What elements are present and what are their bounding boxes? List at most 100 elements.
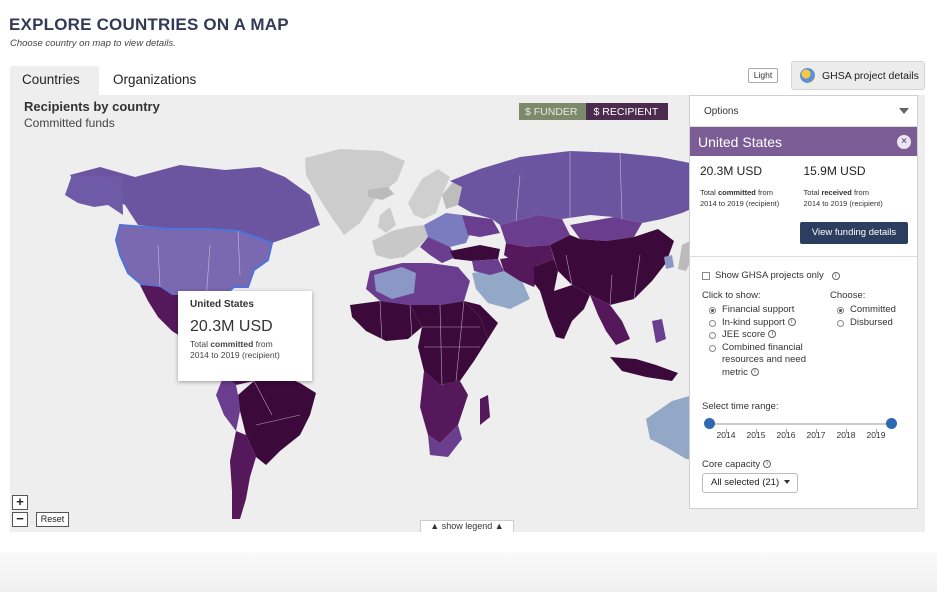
country-balkans[interactable] [420, 237, 456, 263]
country-west-africa[interactable] [350, 301, 422, 341]
funder-toggle-button[interactable]: $ FUNDER [519, 103, 586, 120]
choose-title: Choose: [830, 290, 866, 301]
country-russia[interactable] [450, 151, 700, 225]
options-header[interactable]: Options [690, 96, 917, 127]
info-icon[interactable]: i [787, 317, 796, 326]
tab-organizations[interactable]: Organizations [113, 72, 197, 87]
country-iraq-syria[interactable] [472, 259, 504, 275]
country-indonesia[interactable] [610, 357, 678, 381]
country-madagascar[interactable] [480, 395, 490, 425]
tooltip-desc-bold: committed [210, 339, 254, 349]
info-icon[interactable]: i [763, 460, 772, 469]
time-range-tick [786, 429, 787, 433]
country-india[interactable] [540, 285, 590, 339]
ghsa-only-checkbox[interactable] [702, 271, 710, 280]
ghsa-project-details-button[interactable]: GHSA project details [791, 61, 925, 90]
country-finland[interactable] [442, 181, 462, 209]
radio-financial-support[interactable]: Financial support [702, 304, 822, 317]
tooltip-value: 20.3M USD [190, 318, 273, 335]
core-capacity-label: Core capacity [702, 459, 761, 470]
country-saudi-arabia[interactable] [472, 269, 530, 309]
country-usa-alaska[interactable] [65, 175, 123, 215]
time-range-end-handle[interactable] [886, 418, 897, 429]
view-funding-details-button[interactable]: View funding details [800, 222, 908, 244]
radio-selected-icon[interactable] [709, 307, 716, 314]
country-algeria[interactable] [374, 267, 416, 299]
country-korea[interactable] [664, 255, 674, 269]
country-southeast-asia[interactable] [590, 295, 630, 345]
radio-disbursed[interactable]: Disbursed [830, 317, 920, 330]
time-range-tick-label: 2016 [776, 430, 796, 440]
show-legend-button[interactable]: ▲ show legend ▲ [420, 520, 514, 532]
time-range-tick-label: 2017 [806, 430, 826, 440]
country-ukraine[interactable] [462, 215, 500, 237]
country-turkey[interactable] [450, 245, 500, 261]
funder-recipient-toggle: $ FUNDER $ RECIPIENT [519, 103, 669, 120]
zoom-in-button[interactable]: + [12, 495, 28, 510]
country-argentina-chile[interactable] [230, 431, 256, 519]
received-stat: 15.9M USD Total received from 2014 to 201… [804, 164, 908, 209]
page-subtitle: Choose country on map to view details. [10, 38, 176, 49]
close-icon[interactable]: × [897, 134, 911, 149]
ghsa-only-option[interactable]: Show GHSA projects only i [702, 270, 840, 281]
radio-label-wrap: JEE score i [722, 329, 777, 342]
country-brazil[interactable] [238, 371, 316, 465]
radio-jee-score[interactable]: JEE score i [702, 329, 822, 342]
country-borders [157, 151, 641, 426]
radio-icon[interactable] [709, 319, 716, 327]
received-desc-bold: received [821, 188, 852, 197]
country-canada[interactable] [70, 165, 320, 243]
zoom-out-button[interactable]: − [12, 512, 28, 527]
radio-selected-icon[interactable] [837, 307, 844, 314]
country-eastern-europe[interactable] [424, 213, 472, 247]
country-peru-bolivia[interactable] [216, 375, 240, 431]
ghsa-logo-icon [800, 68, 815, 83]
info-icon[interactable]: i [831, 271, 840, 280]
time-range-track[interactable] [710, 423, 891, 425]
click-to-show-group: Click to show: Financial support In-kind… [702, 290, 822, 379]
country-china[interactable] [550, 229, 674, 305]
country-greenland[interactable] [305, 149, 405, 235]
country-horn-of-africa[interactable] [464, 301, 498, 339]
committed-desc-prefix: Total [700, 188, 718, 197]
time-range-start-handle[interactable] [704, 418, 715, 429]
country-mongolia[interactable] [570, 217, 642, 241]
info-icon[interactable]: i [768, 330, 777, 339]
radio-icon[interactable] [709, 332, 716, 339]
ghsa-only-label: Show GHSA projects only [715, 270, 824, 281]
country-south-africa[interactable] [428, 425, 462, 457]
time-range-tick [876, 429, 877, 433]
time-range-tick-label: 2018 [836, 430, 856, 440]
radio-in-kind-support[interactable]: In-kind support i [702, 317, 822, 330]
funding-stats: 20.3M USD Total committed from 2014 to 20… [690, 156, 917, 209]
country-philippines[interactable] [652, 319, 666, 343]
recipient-toggle-button[interactable]: $ RECIPIENT [585, 103, 669, 120]
country-central-africa[interactable] [410, 301, 488, 385]
country-iceland[interactable] [368, 187, 394, 200]
radio-icon[interactable] [709, 344, 716, 352]
country-uk[interactable] [378, 207, 396, 233]
core-capacity-select[interactable]: All selected (21) [702, 473, 798, 493]
country-afghanistan-pakistan[interactable] [534, 259, 558, 291]
selected-country-name: United States [698, 133, 783, 150]
radio-icon[interactable] [837, 319, 844, 327]
country-western-europe[interactable] [372, 225, 428, 259]
committed-desc-line2: 2014 to 2019 (recipient) [700, 199, 780, 208]
reset-button[interactable]: Reset [36, 512, 69, 527]
core-capacity-value: All selected (21) [711, 477, 780, 488]
country-kazakhstan[interactable] [500, 215, 570, 247]
time-range-tick-label: 2019 [866, 430, 886, 440]
radio-combined-metric[interactable]: Combined financial resources and need me… [702, 342, 822, 380]
country-scandinavia[interactable] [408, 169, 450, 219]
radio-label-wrap: In-kind support i [722, 317, 796, 330]
options-divider [690, 256, 917, 257]
country-southern-africa[interactable] [420, 371, 468, 443]
caret-down-icon [899, 108, 909, 114]
tab-countries[interactable]: Countries [10, 66, 99, 95]
click-to-show-title: Click to show: [702, 290, 761, 301]
core-capacity-title: Core capacity i [702, 459, 772, 470]
country-iran[interactable] [500, 255, 540, 287]
radio-committed[interactable]: Committed [830, 304, 920, 317]
info-icon[interactable]: i [750, 367, 759, 376]
light-toggle[interactable]: Light [748, 68, 778, 83]
